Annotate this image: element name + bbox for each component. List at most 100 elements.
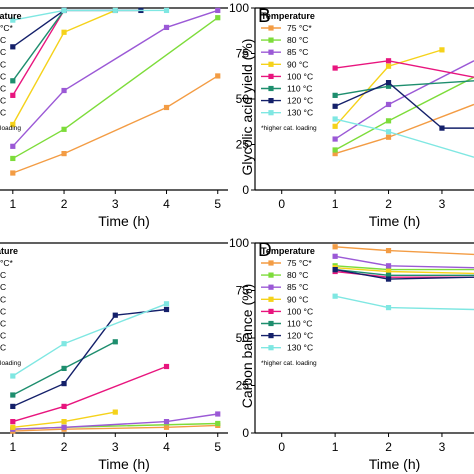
series-line: [335, 267, 474, 275]
data-point: [163, 306, 170, 313]
data-point: [332, 103, 338, 109]
data-point: [385, 268, 392, 275]
x-tick-label: 5: [214, 197, 221, 211]
data-point: [215, 73, 221, 79]
data-point: [385, 263, 392, 269]
series-line: [335, 60, 474, 78]
legend-swatch-marker: [268, 85, 274, 92]
legend-entry: 100 °C: [287, 71, 313, 81]
x-tick-label: 4: [163, 197, 170, 211]
x-tick-label: 1: [332, 197, 339, 211]
panel-d: 0 1 2 3 Time (h) 0 25 50 75 100 Carbon balance (%)…: [229, 236, 474, 472]
data-point: [215, 420, 221, 427]
legend-entry: C: [0, 294, 6, 304]
series-line: [334, 255, 474, 269]
legend-swatch-marker: [268, 61, 274, 67]
data-point: [10, 78, 16, 84]
series-line: [12, 10, 65, 96]
legend-swatch-marker: [268, 37, 274, 43]
legend-title: rature: [0, 11, 22, 21]
legend-entry: 75 °C*: [287, 23, 312, 33]
series-line: [334, 103, 474, 155]
data-point: [10, 92, 16, 98]
data-point: [10, 419, 16, 425]
data-point: [332, 147, 338, 153]
data-point: [332, 293, 338, 299]
data-point: [10, 17, 16, 23]
series-line: [12, 424, 218, 432]
legend-entry: 120 °C: [287, 96, 313, 106]
legend-entry: 90 °C: [287, 59, 308, 69]
legend-swatch-marker: [268, 308, 274, 314]
legend-entry: C: [0, 270, 6, 280]
data-point: [332, 244, 338, 250]
series-line: [334, 295, 474, 311]
data-point: [163, 424, 170, 430]
series-line: [12, 413, 218, 430]
series-group-b: [332, 47, 474, 158]
data-point: [10, 392, 16, 398]
series-line: [12, 9, 167, 21]
legend-note: loading: [0, 360, 21, 367]
data-point: [385, 305, 392, 311]
x-axis-label: Time (h): [98, 456, 150, 472]
data-point: [385, 58, 392, 64]
data-point: [10, 373, 16, 379]
x-tick-label: 3: [439, 440, 446, 454]
data-point: [61, 87, 67, 94]
legend-entry: C: [0, 35, 6, 45]
y-tick-label: 0: [242, 183, 249, 197]
data-point: [332, 116, 338, 122]
x-tick-label: 5: [214, 440, 221, 454]
legend-entry: C: [0, 319, 6, 329]
data-point: [10, 170, 16, 176]
legend-entry: °C*: [0, 258, 14, 268]
legend-swatch-marker: [268, 272, 274, 278]
legend-entry: C: [0, 282, 6, 292]
legend-entry: 110 °C: [287, 84, 312, 94]
x-tick-label: 3: [439, 197, 446, 211]
data-point: [385, 101, 392, 108]
data-point: [61, 126, 67, 132]
data-point: [112, 312, 118, 318]
data-point: [10, 44, 16, 50]
data-point: [332, 267, 338, 273]
series-line: [334, 81, 474, 129]
data-point: [385, 83, 392, 89]
x-tick-label: 1: [9, 440, 16, 454]
legend-entry: C: [0, 47, 6, 57]
legend-title: Temperature: [261, 246, 315, 256]
legend-entry: 100 °C: [287, 306, 313, 316]
legend-entry: C: [0, 84, 6, 94]
y-tick-label: 75: [236, 284, 250, 298]
data-point: [385, 63, 392, 69]
x-tick-label: 0: [278, 197, 285, 211]
legend-swatch-marker: [268, 49, 274, 55]
data-point: [163, 104, 170, 111]
data-point: [10, 403, 16, 409]
x-tick-label: 3: [112, 197, 119, 211]
data-point: [332, 136, 338, 142]
x-axis-label: Time (h): [369, 213, 421, 229]
data-point: [10, 143, 16, 149]
legend-entry: C: [0, 343, 6, 353]
series-line: [335, 246, 474, 256]
x-tick-label: 4: [163, 440, 170, 454]
legend-entry: C: [0, 108, 6, 118]
panel-b: 0 1 2 3 Time (h) 0 25 50 75 100 Glycolic acid yiel…: [229, 1, 474, 229]
data-point: [61, 7, 67, 14]
legend-d: Temperature 75 °C* 80 °C 85 °C 90 °C 100 °C 11…: [261, 246, 317, 367]
data-point: [332, 253, 338, 259]
data-point: [112, 409, 118, 415]
legend-swatch-marker: [268, 25, 274, 31]
x-tick-label: 2: [385, 440, 392, 454]
data-point: [385, 118, 392, 124]
data-point: [10, 121, 16, 128]
legend-swatch-marker: [268, 98, 274, 104]
x-tick-label: 2: [61, 197, 68, 211]
legend-entry: 80 °C: [287, 270, 308, 280]
